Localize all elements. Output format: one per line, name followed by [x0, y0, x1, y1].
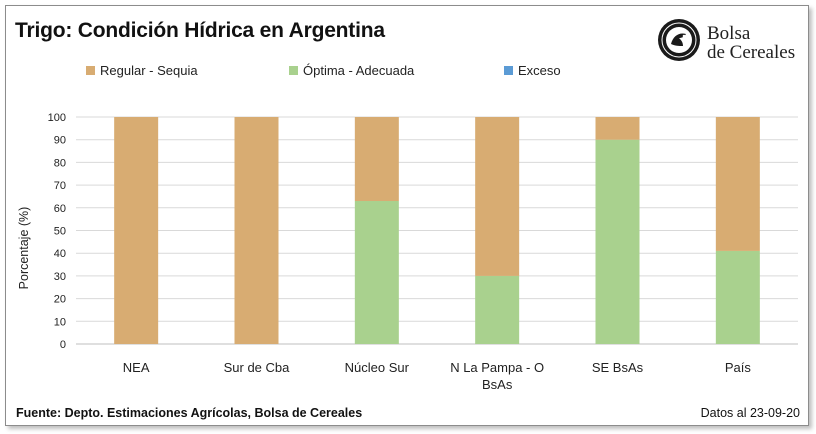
x-category-label: SE BsAs: [592, 360, 644, 375]
legend-label-regular-sequia: Regular - Sequia: [100, 63, 198, 78]
legend-item-optima-adecuada: Óptima - Adecuada: [289, 63, 414, 78]
x-category-label: País: [725, 360, 752, 375]
x-category-label-line: NEA: [123, 360, 150, 375]
y-tick-label: 20: [54, 294, 66, 306]
y-tick-label: 60: [54, 203, 66, 215]
gridlines: [76, 116, 798, 345]
legend-label-optima-adecuada: Óptima - Adecuada: [303, 63, 415, 78]
x-category-label-line: Núcleo Sur: [345, 360, 410, 375]
bar-segment: [475, 275, 520, 344]
bar-segment: [354, 200, 399, 344]
x-category-label: Núcleo Sur: [345, 360, 410, 375]
legend-item-exceso: Exceso: [504, 63, 561, 78]
x-category-label-line: Sur de Cba: [224, 360, 291, 375]
stacked-bar-chart: 0 10 20 30 40 50 60 70 80 90 100 NEA Sur de Cba Núcl…: [17, 112, 798, 392]
legend-item-regular-sequia: Regular - Sequia: [86, 63, 198, 78]
y-tick-label: 30: [54, 271, 66, 283]
bar-segment: [595, 117, 640, 140]
y-tick-label: 100: [48, 112, 66, 124]
y-tick-label: 70: [54, 180, 66, 192]
bar-segment: [114, 117, 159, 344]
bar-segment: [595, 139, 640, 344]
legend-swatch-regular-sequia: [86, 66, 95, 75]
seal-icon: [658, 19, 700, 61]
bar-segment: [354, 117, 399, 201]
y-tick-label: 50: [54, 226, 66, 238]
legend-swatch-optima-adecuada: [289, 66, 298, 75]
x-category-label-line: País: [725, 360, 752, 375]
bar-segment: [715, 117, 760, 251]
x-category-label: N La Pampa - O BsAs: [450, 360, 544, 392]
chart-title: Trigo: Condición Hídrica en Argentina: [15, 19, 385, 42]
bar-segment: [234, 117, 279, 344]
logo-text-line2: de Cereales: [707, 42, 796, 63]
legend-label-exceso: Exceso: [518, 63, 561, 78]
y-axis-label: Porcentaje (%): [17, 207, 31, 290]
y-tick-label: 90: [54, 135, 66, 147]
y-tick-label: 0: [60, 339, 66, 351]
y-tick-label: 80: [54, 157, 66, 169]
x-category-label-line: BsAs: [482, 377, 513, 392]
x-axis-categories: NEA Sur de Cba Núcleo Sur N La Pampa - O BsA…: [123, 360, 752, 392]
x-category-label: NEA: [123, 360, 150, 375]
date-note: Datos al 23-09-20: [700, 406, 800, 420]
y-axis-ticks: 0 10 20 30 40 50 60 70 80 90 100: [48, 112, 66, 351]
y-tick-label: 10: [54, 316, 66, 328]
bar-segment: [475, 117, 520, 276]
x-category-label: Sur de Cba: [224, 360, 291, 375]
bars: [114, 117, 760, 344]
bolsa-de-cereales-logo: Bolsa de Cereales: [657, 18, 807, 76]
legend-swatch-exceso: [504, 66, 513, 75]
source-note: Fuente: Depto. Estimaciones Agrícolas, B…: [16, 406, 363, 420]
x-category-label-line: N La Pampa - O: [450, 360, 544, 375]
logo-text-line1: Bolsa: [707, 23, 751, 44]
legend: Regular - Sequia Óptima - Adecuada Exces…: [6, 63, 808, 79]
logo-text: Bolsa de Cereales: [707, 24, 795, 62]
bar-segment: [715, 250, 760, 344]
x-category-label-line: SE BsAs: [592, 360, 644, 375]
chart-frame: Trigo: Condición Hídrica en Argentina Bo…: [5, 5, 809, 426]
y-tick-label: 40: [54, 248, 66, 260]
